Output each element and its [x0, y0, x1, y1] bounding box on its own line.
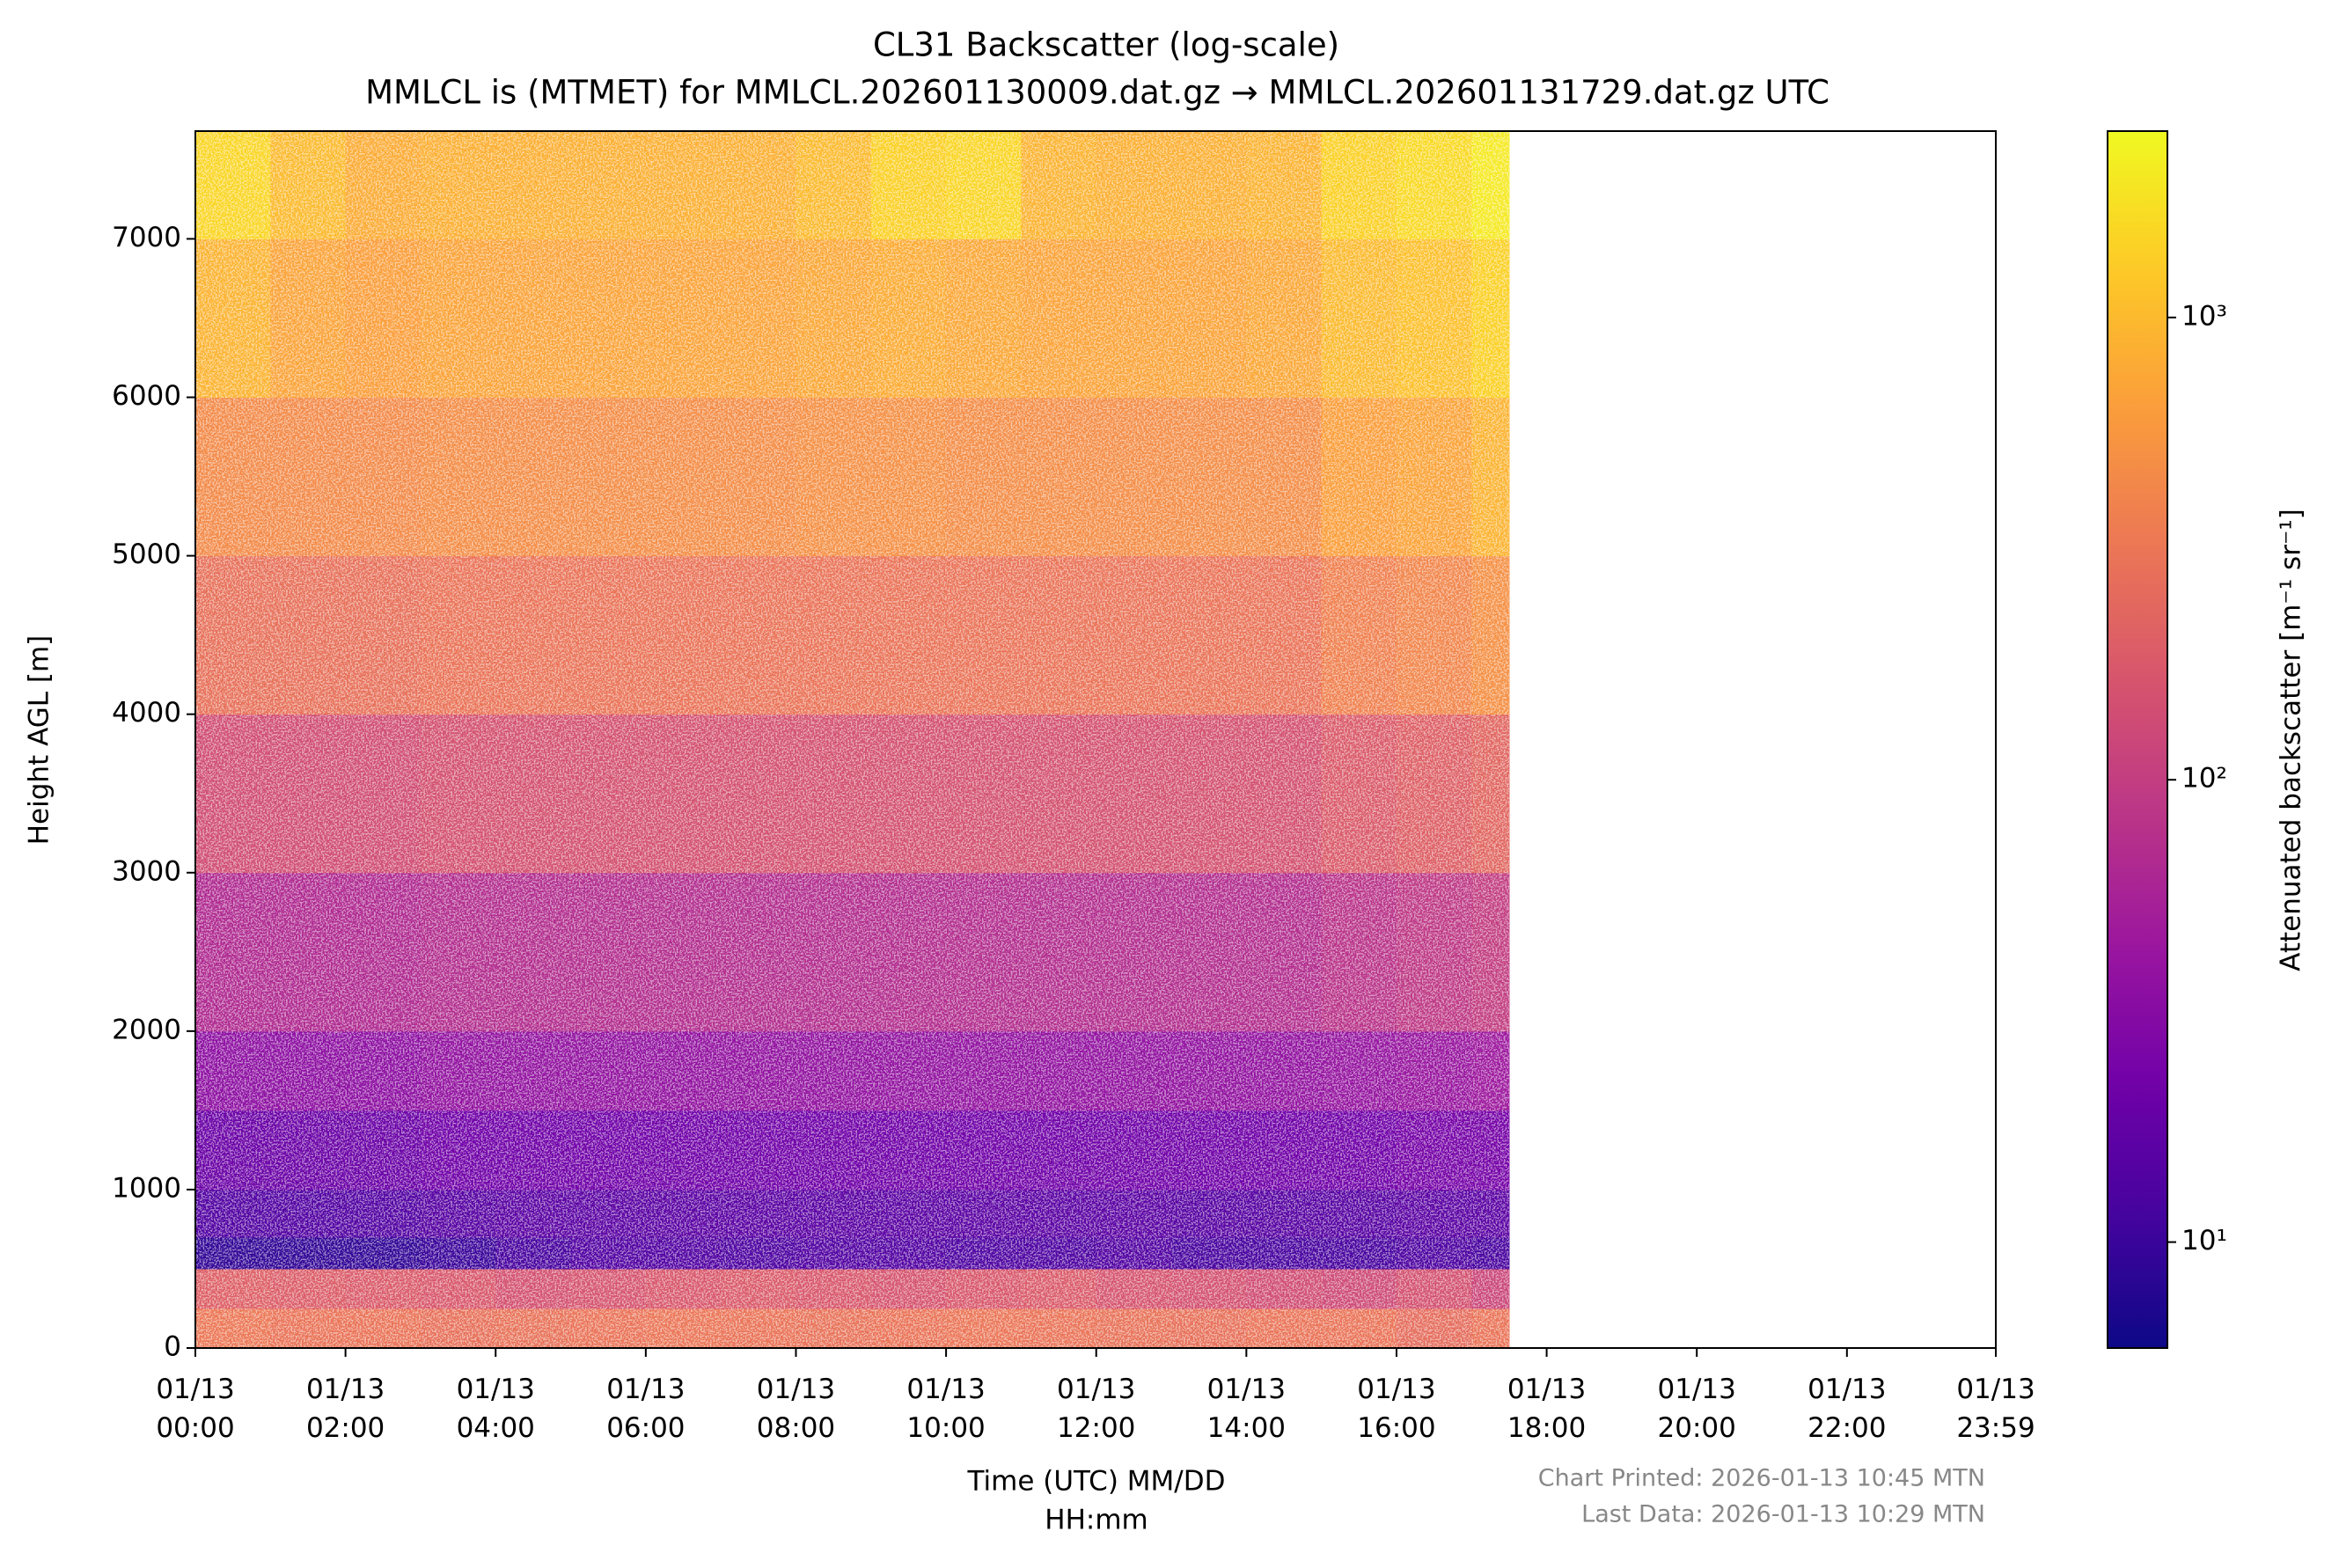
x-tick-label: 01/13 06:00	[606, 1374, 685, 1444]
footnote: Last Data: 2026-01-13 10:29 MTN	[1581, 1501, 1985, 1528]
y-axis-label: Height AGL [m]	[24, 635, 55, 846]
chart-title: CL31 Backscatter (log-scale)	[873, 26, 1339, 64]
y-tick-label: 4000	[112, 697, 181, 729]
colorbar-tick-label: 10²	[2181, 763, 2227, 795]
x-tick-label: 01/13 10:00	[906, 1374, 985, 1444]
x-tick-label: 01/13 02:00	[306, 1374, 385, 1444]
y-tick-label: 6000	[112, 380, 181, 412]
x-tick-label: 01/13 22:00	[1807, 1374, 1886, 1444]
y-tick-label: 0	[164, 1331, 181, 1363]
x-tick-label: 01/13 16:00	[1357, 1374, 1435, 1444]
x-tick-label: 01/13 08:00	[757, 1374, 835, 1444]
y-tick-label: 7000	[112, 222, 181, 253]
colorbar	[2107, 130, 2168, 1349]
x-tick-label: 01/13 12:00	[1057, 1374, 1135, 1444]
x-tick-label: 01/13 14:00	[1207, 1374, 1286, 1444]
y-tick-label: 5000	[112, 539, 181, 570]
chart-subtitle: MMLCL is (MTMET) for MMLCL.202601130009.…	[365, 74, 1829, 112]
colorbar-tick-label: 10³	[2181, 300, 2227, 332]
y-tick-label: 2000	[112, 1014, 181, 1045]
x-tick-label: 01/13 04:00	[457, 1374, 535, 1444]
colorbar-tick-label: 10¹	[2181, 1225, 2227, 1257]
x-axis-label: Time (UTC) MM/DD	[967, 1466, 1226, 1498]
y-tick-label: 1000	[112, 1172, 181, 1204]
x-tick-label: 01/13 20:00	[1658, 1374, 1736, 1444]
x-tick-label: 01/13 00:00	[156, 1374, 234, 1444]
texture	[195, 131, 1509, 1348]
x-tick-label: 01/13 18:00	[1507, 1374, 1586, 1444]
footnote: Chart Printed: 2026-01-13 10:45 MTN	[1538, 1465, 1985, 1492]
y-tick-label: 3000	[112, 855, 181, 887]
x-tick-label: 01/13 23:59	[1956, 1374, 2035, 1444]
x-axis-label: HH:mm	[1045, 1505, 1148, 1536]
colorbar-label: Attenuated backscatter [m⁻¹ sr⁻¹]	[2276, 509, 2307, 971]
